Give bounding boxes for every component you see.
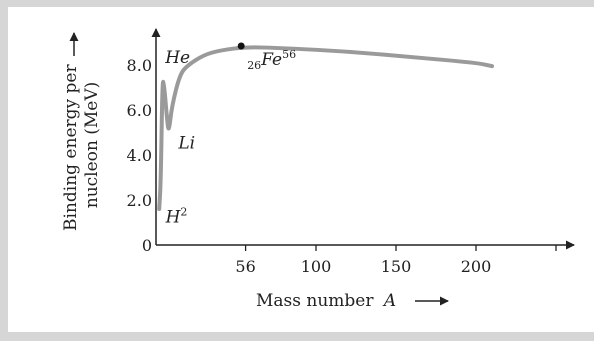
y-ticks: 0 2.0 4.0 6.0 8.0: [127, 56, 152, 255]
y-tick-label: 0: [142, 236, 152, 255]
x-tick-label: 100: [301, 257, 332, 276]
x-ticks: 56 100 150 200: [235, 245, 557, 276]
x-tick-label: 150: [381, 257, 412, 276]
series-group: [157, 42, 494, 211]
x-tick-label: 200: [461, 257, 492, 276]
nuclide-atomic-number: 26: [247, 59, 261, 72]
x-axis-label-text: Mass number: [256, 291, 374, 311]
y-axis-label-line2: nucleon (MeV): [82, 82, 102, 209]
annotations: He Li H2 26Fe56: [164, 48, 296, 228]
y-axis-label: Binding energy per nucleon (MeV): [61, 59, 102, 231]
binding-energy-curve: [157, 45, 494, 211]
iron-peak-marker: [237, 42, 245, 50]
y-tick-label: 8.0: [127, 56, 152, 75]
chart-axes: [151, 28, 575, 250]
nuclide-label-fe: 26Fe56: [247, 48, 296, 72]
nuclide-label-li: Li: [177, 133, 195, 153]
nuclide-symbol: Fe: [260, 50, 282, 70]
nuclide-label-he: He: [164, 48, 190, 68]
nuclide-label-h: H2: [165, 206, 188, 228]
nuclide-symbol: Li: [177, 133, 195, 153]
nuclide-mass-number: 56: [282, 48, 296, 61]
y-tick-label: 4.0: [127, 146, 152, 165]
y-tick-label: 2.0: [127, 191, 152, 210]
x-axis-label-variable: A: [382, 291, 396, 311]
nuclide-symbol: H: [165, 208, 182, 228]
y-axis-label-line1: Binding energy per: [61, 64, 81, 231]
x-tick-label: 56: [235, 257, 255, 276]
figure-panel: 56 100 150 200 0 2.0 4.0 6.0 8.0 He Li H2 26Fe56 B…: [8, 7, 594, 332]
x-axis-label: Mass number A: [256, 291, 396, 311]
nuclide-symbol: He: [164, 48, 190, 68]
y-tick-label: 6.0: [127, 101, 152, 120]
nuclide-mass-number: 2: [180, 206, 187, 219]
